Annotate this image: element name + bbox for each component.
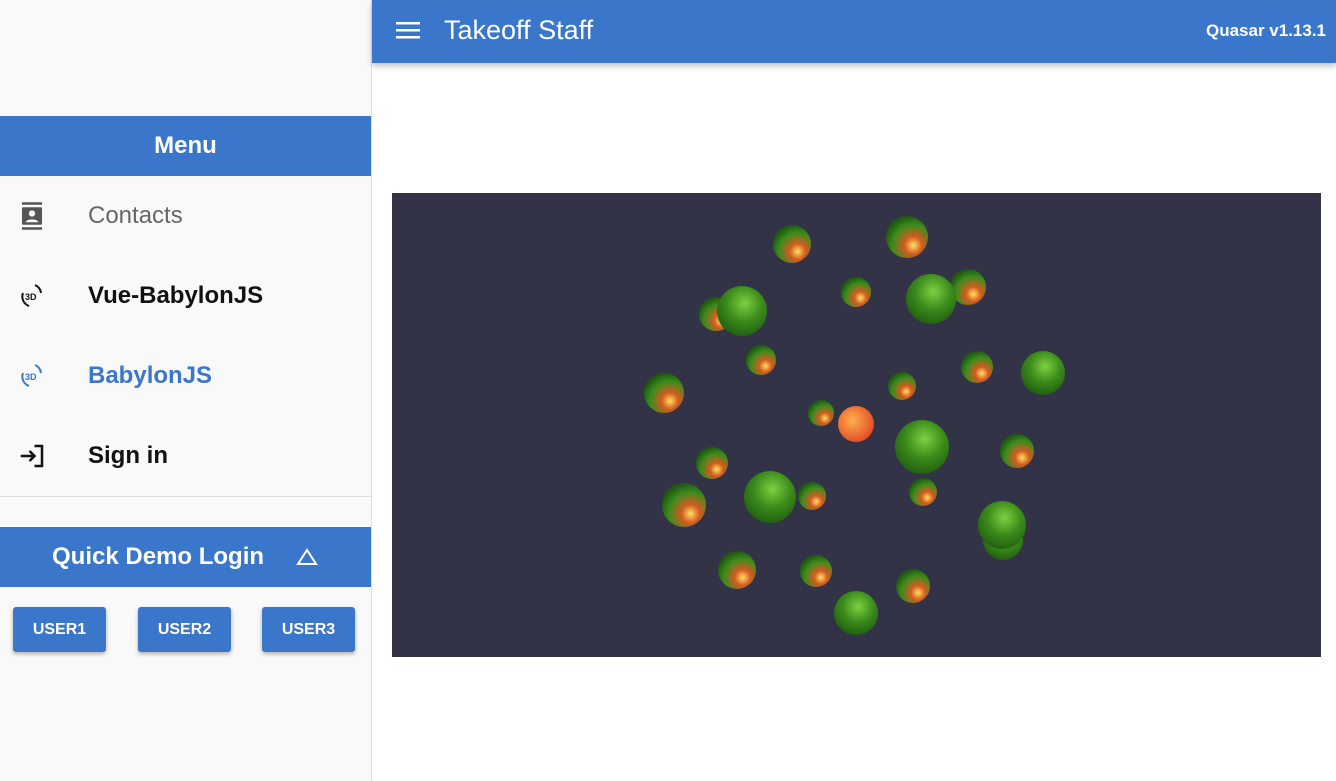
sphere [1000, 434, 1034, 468]
app-header: Takeoff Staff Quasar v1.13.1 [372, 0, 1336, 63]
sphere [896, 569, 930, 603]
divider [0, 496, 371, 497]
login-icon [0, 441, 88, 471]
contact-icon [0, 201, 88, 231]
sphere [950, 269, 986, 305]
sphere [662, 483, 706, 527]
triangle-up-icon [296, 548, 318, 566]
version-label: Quasar v1.13.1 [1205, 21, 1326, 40]
sphere [1021, 351, 1065, 395]
svg-text:3D: 3D [25, 372, 37, 382]
user3-button[interactable]: USER3 [262, 607, 355, 652]
3d-rotation-icon: 3D [0, 281, 88, 311]
sphere [978, 501, 1026, 549]
sidebar-item-label: BabylonJS [88, 362, 213, 389]
quick-demo-title: Quick Demo Login [52, 543, 265, 570]
sidebar-item-babylonjs[interactable]: 3D BabylonJS [0, 336, 371, 416]
menu-icon[interactable] [396, 20, 420, 45]
sphere [909, 478, 937, 506]
quick-demo-login-toggle[interactable]: Quick Demo Login [0, 527, 371, 587]
app-title: Takeoff Staff [444, 15, 594, 45]
sidebar-item-vue-babylonjs[interactable]: 3D Vue-BabylonJS [0, 256, 371, 336]
user1-button[interactable]: USER1 [13, 607, 106, 652]
babylon-3d-canvas[interactable] [392, 193, 1321, 657]
sphere [746, 345, 776, 375]
sphere [895, 420, 949, 474]
sphere [906, 274, 956, 324]
sidebar-item-label: Sign in [88, 442, 168, 469]
sphere [644, 373, 684, 413]
sphere [773, 225, 811, 263]
sidebar-item-contacts[interactable]: Contacts [0, 176, 371, 256]
menu-header: Menu [0, 116, 371, 176]
user2-button[interactable]: USER2 [138, 607, 231, 652]
sphere [717, 286, 767, 336]
sphere [744, 471, 796, 523]
3d-rotation-icon: 3D [0, 361, 88, 391]
sphere [834, 591, 878, 635]
sidebar-item-label: Contacts [88, 202, 183, 229]
svg-text:3D: 3D [25, 292, 37, 302]
sidebar-item-label: Vue-BabylonJS [88, 282, 264, 309]
sphere [841, 277, 871, 307]
sphere [798, 482, 826, 510]
sidebar: Menu Contacts 3D Vue-BabylonJS 3D Babylo… [0, 0, 372, 781]
sphere [888, 372, 916, 400]
sphere [886, 216, 928, 258]
sphere [696, 447, 728, 479]
sphere [961, 351, 993, 383]
sphere [718, 551, 756, 589]
sphere [808, 400, 834, 426]
sidebar-item-sign-in[interactable]: Sign in [0, 416, 371, 496]
sphere [838, 406, 874, 442]
sphere [800, 555, 832, 587]
